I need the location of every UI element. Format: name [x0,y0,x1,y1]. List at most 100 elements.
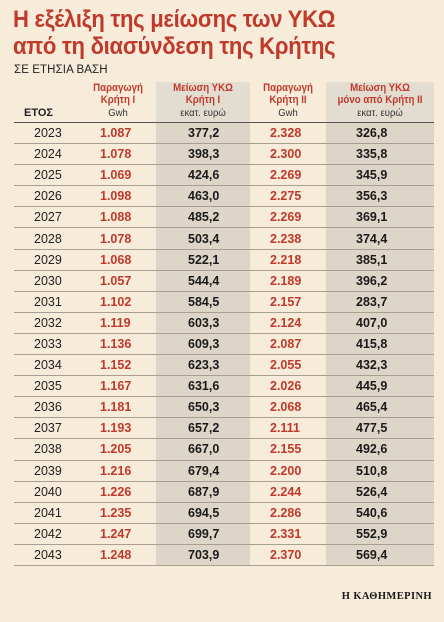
cell-year: 2033 [14,333,80,356]
table-row: 2027 1.088 485,2 2.269 369,1 [14,206,434,229]
cell-year: 2031 [14,291,80,313]
cell-reduction-crete-2: 369,1 [326,206,434,229]
cell-reduction-crete-2: 569,4 [326,544,434,566]
title-line-2: από τη διασύνδεση της Κρήτης [13,33,336,60]
cell-reduction-crete-1: 667,0 [156,438,250,461]
cell-production-crete-2: 2.269 [250,206,326,229]
cell-production-crete-2: 2.286 [250,502,326,524]
cell-reduction-crete-2: 465,4 [326,396,434,419]
cell-production-crete-2: 2.328 [250,122,326,145]
cell-year: 2029 [14,249,80,271]
cell-reduction-crete-1: 679,4 [156,460,250,482]
cell-reduction-crete-1: 522,1 [156,249,250,271]
cell-year: 2038 [14,438,80,461]
cell-reduction-crete-2: 396,2 [326,270,434,292]
cell-reduction-crete-2: 432,3 [326,354,434,377]
cell-year: 2032 [14,312,80,334]
title-line-1: Η εξέλιξη της μείωσης των ΥΚΩ [13,6,336,33]
cell-production-crete-1: 1.136 [80,333,156,356]
cell-production-crete-1: 1.205 [80,438,156,461]
cell-reduction-crete-2: 445,9 [326,375,434,398]
cell-production-crete-2: 2.055 [250,354,326,377]
cell-year: 2042 [14,523,80,545]
cell-production-crete-1: 1.088 [80,206,156,229]
cell-production-crete-2: 2.269 [250,164,326,187]
cell-year: 2024 [14,143,80,166]
cell-reduction-crete-2: 356,3 [326,185,434,208]
table-row: 2023 1.087 377,2 2.328 326,8 [14,122,434,145]
column-header-reduction-crete-2: Μείωση ΥΚΩ μόνο από Κρήτη ΙΙ εκατ. ευρώ [326,82,434,123]
cell-production-crete-1: 1.152 [80,354,156,377]
cell-year: 2043 [14,544,80,566]
cell-reduction-crete-1: 377,2 [156,122,250,145]
cell-production-crete-1: 1.216 [80,460,156,482]
cell-production-crete-1: 1.068 [80,249,156,271]
header-unit: Gwh [108,107,128,119]
cell-production-crete-1: 1.087 [80,122,156,145]
column-header-production-crete-1: Παραγωγή Κρήτη Ι Gwh [80,82,156,123]
cell-production-crete-1: 1.102 [80,291,156,313]
table-row: 2038 1.205 667,0 2.155 492,6 [14,438,434,461]
cell-production-crete-1: 1.226 [80,481,156,503]
table-body: 2023 1.087 377,2 2.328 326,8 2024 1.078 398,3 2.… [14,122,434,566]
cell-production-crete-2: 2.124 [250,312,326,334]
cell-year: 2026 [14,185,80,208]
cell-production-crete-2: 2.331 [250,523,326,545]
cell-production-crete-2: 2.026 [250,375,326,398]
header-unit: εκατ. ευρώ [180,107,226,119]
cell-reduction-crete-1: 631,6 [156,375,250,398]
cell-reduction-crete-1: 424,6 [156,164,250,187]
cell-reduction-crete-1: 485,2 [156,206,250,229]
cell-production-crete-2: 2.238 [250,227,326,250]
table-row: 2030 1.057 544,4 2.189 396,2 [14,270,434,292]
cell-production-crete-1: 1.181 [80,396,156,419]
page-title: Η εξέλιξη της μείωσης των ΥΚΩ από τη δια… [13,6,391,60]
cell-year: 2034 [14,354,80,377]
cell-production-crete-2: 2.111 [250,417,326,440]
cell-production-crete-1: 1.078 [80,227,156,250]
header-name-line-2: Κρήτη ΙΙ [269,94,307,106]
cell-year: 2025 [14,164,80,187]
cell-reduction-crete-2: 492,6 [326,438,434,461]
cell-reduction-crete-1: 699,7 [156,523,250,545]
table-row: 2036 1.181 650,3 2.068 465,4 [14,396,434,419]
cell-reduction-crete-2: 510,8 [326,460,434,482]
table-row: 2037 1.193 657,2 2.111 477,5 [14,417,434,440]
cell-production-crete-1: 1.098 [80,185,156,208]
table-row: 2034 1.152 623,3 2.055 432,3 [14,354,434,377]
publisher-logo: Η ΚΑΘΗΜΕΡΙΝΗ [341,591,432,602]
cell-reduction-crete-1: 623,3 [156,354,250,377]
cell-reduction-crete-2: 385,1 [326,249,434,271]
header-name: Μείωση ΥΚΩ [350,82,410,94]
cell-reduction-crete-1: 657,2 [156,417,250,440]
table-row: 2032 1.119 603,3 2.124 407,0 [14,312,434,334]
cell-production-crete-2: 2.370 [250,544,326,566]
cell-year: 2037 [14,417,80,440]
cell-reduction-crete-2: 526,4 [326,481,434,503]
cell-production-crete-1: 1.069 [80,164,156,187]
cell-production-crete-2: 2.200 [250,460,326,482]
header-name-line-2: Κρήτη Ι [100,94,136,106]
header-name: Μείωση ΥΚΩ [173,82,233,94]
cell-production-crete-2: 2.218 [250,249,326,271]
column-header-year: ΕΤΟΣ [14,82,80,123]
cell-production-crete-2: 2.275 [250,185,326,208]
table-row: 2042 1.247 699,7 2.331 552,9 [14,523,434,545]
cell-reduction-crete-2: 552,9 [326,523,434,545]
cell-production-crete-1: 1.167 [80,375,156,398]
cell-production-crete-1: 1.193 [80,417,156,440]
cell-production-crete-1: 1.235 [80,502,156,524]
cell-reduction-crete-1: 703,9 [156,544,250,566]
cell-production-crete-2: 2.087 [250,333,326,356]
header-name: Παραγωγή [263,82,313,94]
cell-production-crete-1: 1.057 [80,270,156,292]
cell-production-crete-1: 1.078 [80,143,156,166]
table-row: 2043 1.248 703,9 2.370 569,4 [14,544,434,566]
cell-production-crete-2: 2.155 [250,438,326,461]
cell-production-crete-2: 2.244 [250,481,326,503]
cell-reduction-crete-2: 540,6 [326,502,434,524]
cell-reduction-crete-2: 374,4 [326,227,434,250]
column-header-reduction-crete-1: Μείωση ΥΚΩ Κρήτη Ι εκατ. ευρώ [156,82,250,123]
header-name: Παραγωγή [93,82,143,94]
table-row: 2026 1.098 463,0 2.275 356,3 [14,185,434,208]
